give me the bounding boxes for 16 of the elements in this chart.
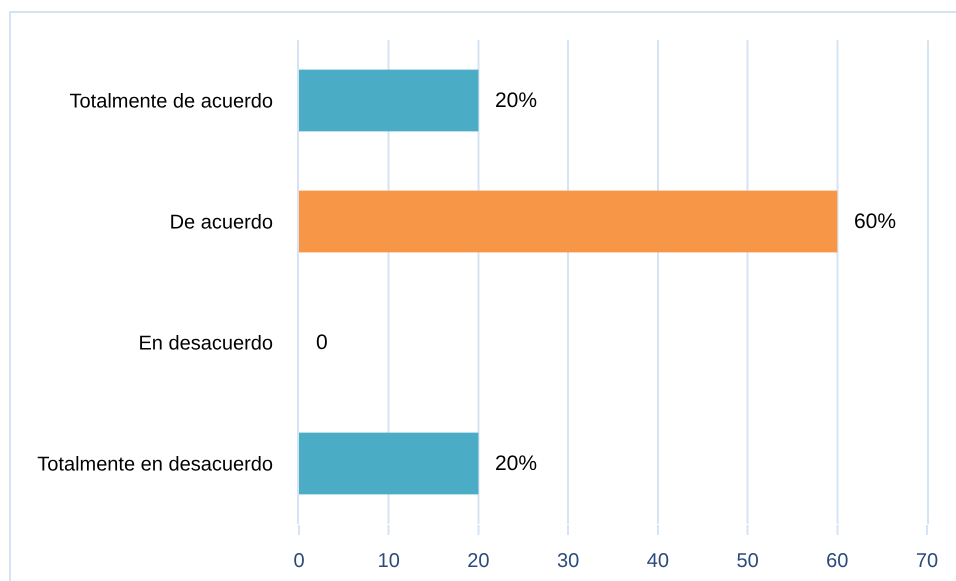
y-tick-label: De acuerdo <box>170 212 273 234</box>
x-tick-label: 40 <box>646 550 669 572</box>
x-tick-label: 70 <box>916 550 938 572</box>
x-tick-label: 60 <box>826 550 848 572</box>
data-label: 60% <box>854 210 896 233</box>
data-label: 0 <box>316 331 328 354</box>
x-tick-label: 50 <box>736 550 759 572</box>
x-tick-label: 10 <box>378 550 400 572</box>
y-tick-label: Totalmente de acuerdo <box>70 90 273 112</box>
x-tick-label: 30 <box>557 550 580 572</box>
data-label: 20% <box>495 89 538 112</box>
y-tick-label: Totalmente en desacuerdo <box>37 454 273 476</box>
y-tick-label: En desacuerdo <box>138 332 273 354</box>
x-tick-label: 20 <box>467 550 490 572</box>
x-tick-label: 0 <box>293 550 305 572</box>
data-label: 20% <box>495 452 538 475</box>
